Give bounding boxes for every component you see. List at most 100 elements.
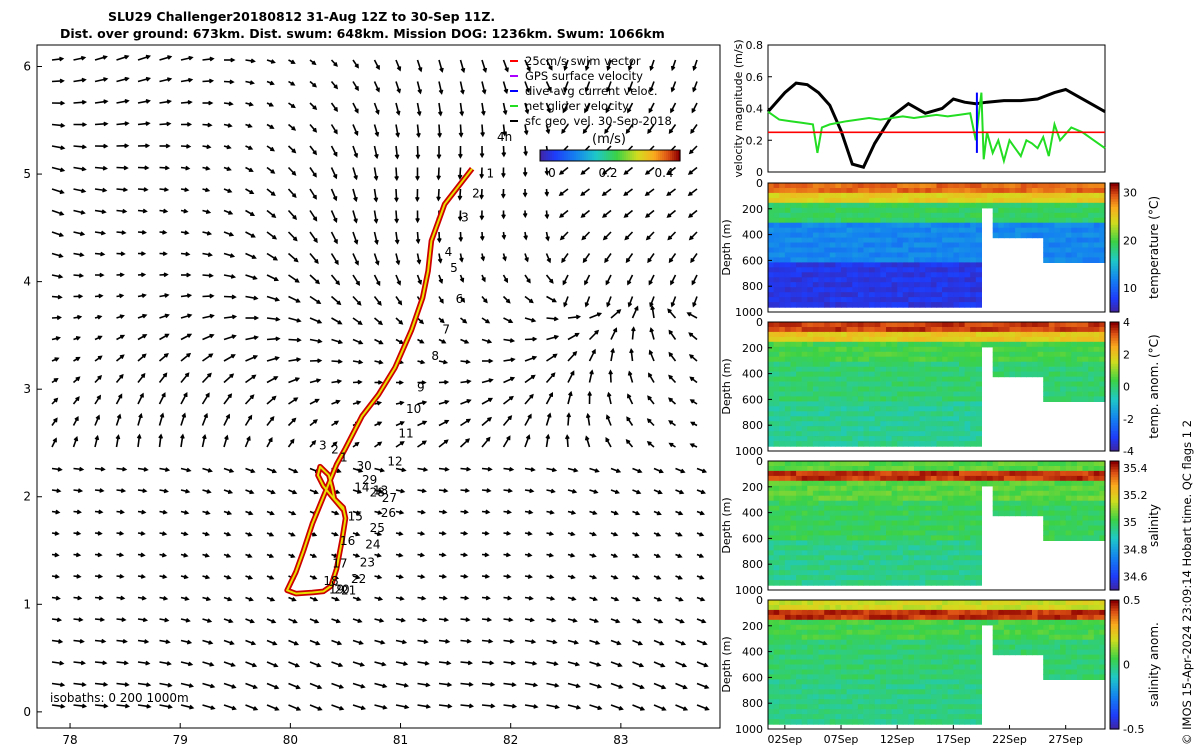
salinity-colorbar-tick-label: 35 bbox=[1123, 516, 1137, 529]
day-label: 3 bbox=[319, 438, 327, 452]
day-label: 25 bbox=[370, 521, 385, 535]
map-y-tick-label: 4 bbox=[23, 275, 31, 289]
day-label: 27 bbox=[382, 491, 397, 505]
day-label: 13 bbox=[373, 484, 388, 498]
time-x-tick-label: 22Sep bbox=[992, 733, 1027, 746]
time-x-tick-label: 17Sep bbox=[936, 733, 971, 746]
temp-anomaly-colorbar-tick-label: -2 bbox=[1123, 413, 1134, 426]
isobaths-label: isobaths: 0 200 1000m bbox=[50, 691, 189, 705]
salinity-y-tick-label: 1000 bbox=[735, 584, 763, 597]
day-label: 2 bbox=[472, 187, 480, 201]
legend-entry: GPS surface velocity bbox=[525, 69, 643, 83]
day-label: 10 bbox=[406, 402, 421, 416]
map-x-tick-label: 80 bbox=[283, 733, 298, 747]
temperature-y-tick-label: 0 bbox=[756, 177, 763, 190]
colorbar-tick-label: 0.2 bbox=[598, 166, 617, 180]
map-y-tick-label: 1 bbox=[23, 597, 31, 611]
day-label: 19 bbox=[329, 583, 344, 597]
temp-anomaly-colorbar-tick-label: 4 bbox=[1123, 316, 1130, 329]
salinity-anomaly-colorbar-tick-label: 0.5 bbox=[1123, 594, 1141, 607]
temp-anomaly-y-tick-label: 1000 bbox=[735, 445, 763, 458]
day-label: 17 bbox=[332, 557, 347, 571]
temperature-colorbar-label: temperature (°C) bbox=[1147, 196, 1161, 299]
temp-anomaly-y-tick-label: 200 bbox=[742, 342, 763, 355]
track-interval-label: 4h bbox=[497, 130, 512, 144]
credit-text: © IMOS 15-Apr-2024 23:09:14 Hobart time.… bbox=[1180, 419, 1194, 745]
salinity-anomaly-section: 0 200 400 600 800 1000 Depth (m) -0.5 0 0.5 salini… bbox=[720, 594, 1161, 746]
day-label: 3 bbox=[461, 210, 469, 224]
day-label: 1 bbox=[486, 166, 494, 180]
day-label: 12 bbox=[387, 455, 402, 469]
figure-title-line1: SLU29 Challenger20180812 31-Aug 12Z to 3… bbox=[108, 9, 496, 24]
day-label: 7 bbox=[442, 322, 450, 336]
day-label: 24 bbox=[365, 537, 380, 551]
day-label: 18 bbox=[323, 574, 338, 588]
salinity-anomaly-colorbar-label: salinity anom. bbox=[1147, 622, 1161, 707]
temperature-y-tick-label: 800 bbox=[742, 280, 763, 293]
day-label: 21 bbox=[341, 584, 356, 598]
temp-anomaly-section: 0 200 400 600 800 1000 Depth (m) -4 -2 0 2 4 temp. a… bbox=[720, 316, 1161, 458]
velocity-y-tick-label: 0.6 bbox=[746, 71, 764, 84]
salinity-y-tick-label: 200 bbox=[742, 481, 763, 494]
colorbar-tick-label: 0.4 bbox=[654, 166, 673, 180]
salinity-y-tick-label: 600 bbox=[742, 532, 763, 545]
velocity-y-tick-label: 0.8 bbox=[746, 39, 764, 52]
map-x-tick-label: 78 bbox=[62, 733, 77, 747]
day-label: 5 bbox=[450, 261, 458, 275]
temp-anomaly-y-tick-label: 0 bbox=[756, 316, 763, 329]
day-label: 8 bbox=[431, 349, 439, 363]
temperature-colorbar-tick-label: 10 bbox=[1123, 282, 1137, 295]
salinity-colorbar-tick-label: 34.6 bbox=[1123, 570, 1148, 583]
temp-anomaly-colorbar-label: temp. anom. (°C) bbox=[1147, 334, 1161, 438]
map-x-tick-label: 79 bbox=[173, 733, 188, 747]
map-y-tick-label: 3 bbox=[23, 382, 31, 396]
glider-track-inner bbox=[286, 168, 473, 595]
velocity-vector-field bbox=[51, 54, 710, 711]
salinity-anomaly-y-tick-label: 800 bbox=[742, 697, 763, 710]
temp-anomaly-colorbar-tick-label: -4 bbox=[1123, 445, 1134, 458]
salinity-anomaly-colorbar-tick-label: -0.5 bbox=[1123, 723, 1144, 736]
day-label: 30 bbox=[356, 459, 371, 473]
map-x-tick-label: 83 bbox=[613, 733, 628, 747]
map-y-tick-label: 6 bbox=[23, 60, 31, 74]
map-y-tick-label: 2 bbox=[23, 490, 31, 504]
temperature-colorbar-tick-label: 20 bbox=[1123, 234, 1137, 247]
temperature-y-label: Depth (m) bbox=[720, 219, 733, 275]
map-x-tick-label: 81 bbox=[393, 733, 408, 747]
time-x-tick-label: 27Sep bbox=[1048, 733, 1083, 746]
day-label: 9 bbox=[417, 380, 425, 394]
salinity-anomaly-colorbar: -0.5 0 0.5 salinity anom. bbox=[1109, 594, 1161, 736]
day-label: 15 bbox=[348, 509, 363, 523]
temperature-y-tick-label: 600 bbox=[742, 254, 763, 267]
time-x-tick-label: 02Sep bbox=[767, 733, 802, 746]
temperature-y-tick-label: 400 bbox=[742, 229, 763, 242]
day-label: 2 bbox=[331, 443, 339, 457]
salinity-anomaly-y-tick-label: 0 bbox=[756, 594, 763, 607]
day-label: 6 bbox=[456, 292, 464, 306]
velocity-y-label: velocity magnitude (m/s) bbox=[732, 39, 745, 177]
temp-anomaly-y-tick-label: 600 bbox=[742, 393, 763, 406]
figure-title-line2: Dist. over ground: 673km. Dist. swum: 64… bbox=[60, 26, 665, 41]
temperature-y-tick-label: 200 bbox=[742, 203, 763, 216]
day-label: 1 bbox=[340, 450, 348, 464]
legend-entry: sfc geo. vel. 30-Sep-2018 bbox=[525, 114, 672, 128]
day-label: 16 bbox=[340, 534, 355, 548]
temp-anomaly-y-tick-label: 400 bbox=[742, 368, 763, 381]
day-label: 20 bbox=[334, 583, 349, 597]
temp-anomaly-y-tick-label: 800 bbox=[742, 419, 763, 432]
map-x-tick-label: 82 bbox=[503, 733, 518, 747]
day-label: 4 bbox=[445, 245, 453, 259]
temp-anomaly-colorbar: -4 -2 0 2 4 temp. anom. (°C) bbox=[1109, 316, 1161, 458]
temp-anomaly-y-label: Depth (m) bbox=[720, 358, 733, 414]
legend-entry: 25cm/s swim vector bbox=[525, 54, 641, 68]
velocity-series-line bbox=[767, 92, 1106, 165]
velocity-series-line bbox=[766, 81, 1106, 169]
map-colorbar: (m/s) 0 0.2 0.4 bbox=[539, 132, 681, 180]
time-x-tick-label: 07Sep bbox=[824, 733, 859, 746]
salinity-anomaly-y-label: Depth (m) bbox=[720, 636, 733, 692]
salinity-anomaly-y-tick-label: 200 bbox=[742, 620, 763, 633]
map-plot: 1234567891011121314151617181920212223242… bbox=[23, 44, 721, 747]
salinity-y-label: Depth (m) bbox=[720, 497, 733, 553]
